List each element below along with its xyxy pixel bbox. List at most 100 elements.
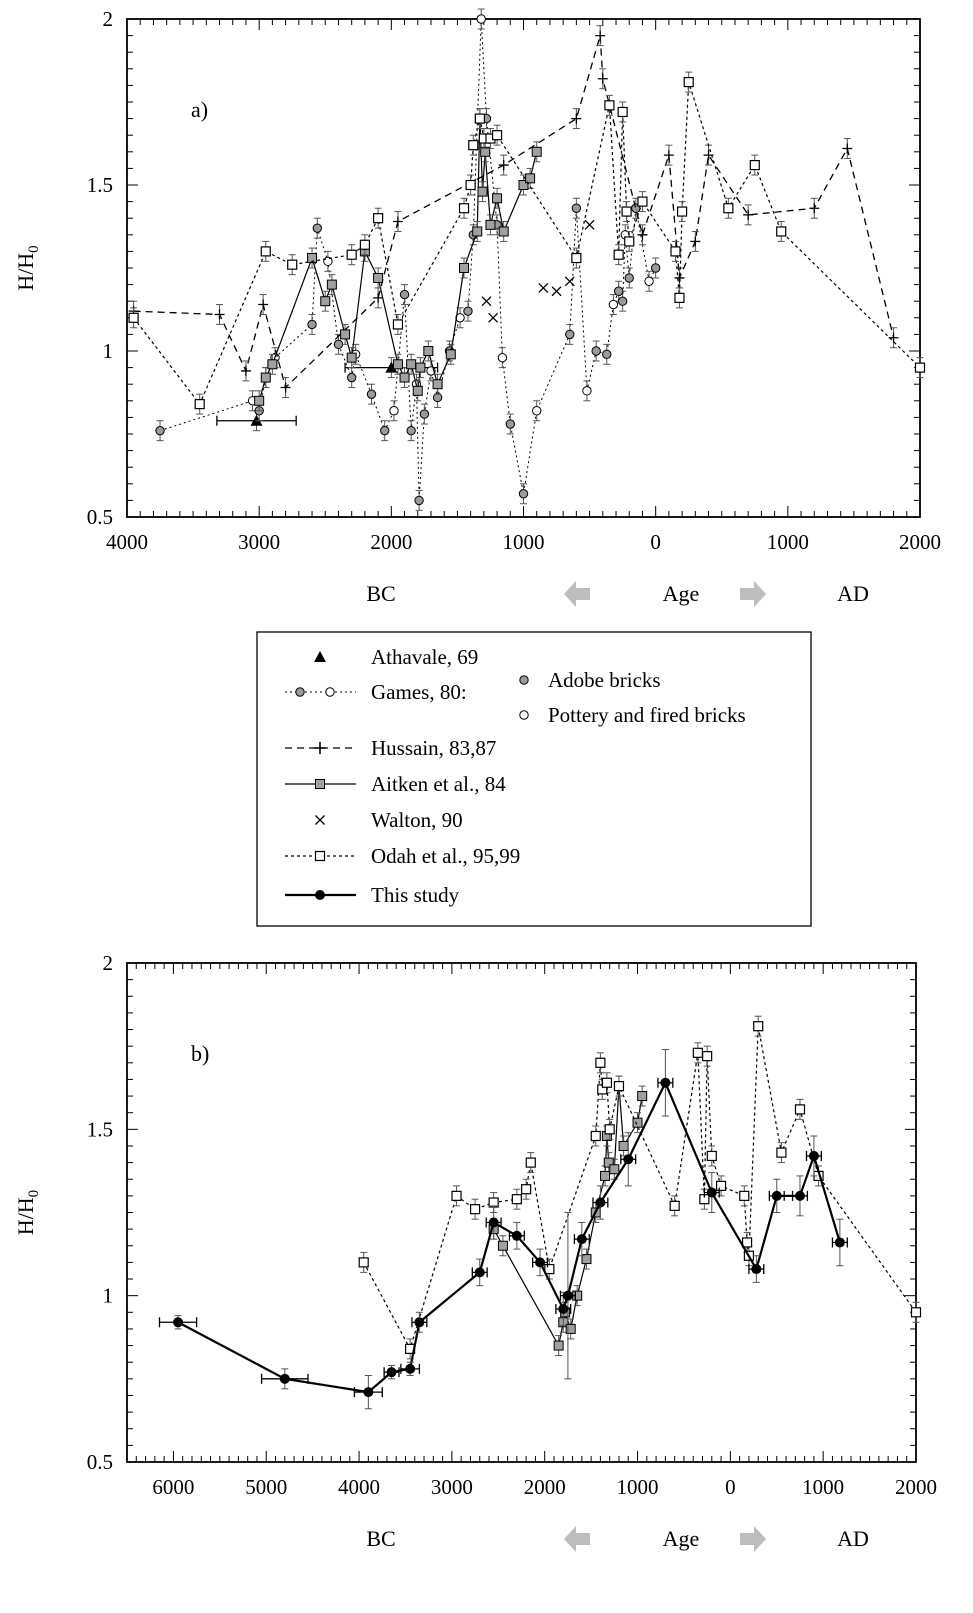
data-point xyxy=(346,352,357,363)
data-point xyxy=(525,173,536,184)
data-point xyxy=(637,196,648,207)
data-point xyxy=(373,213,384,224)
data-point xyxy=(468,140,479,151)
data-point xyxy=(618,1140,629,1151)
data-point xyxy=(445,349,456,360)
data-point xyxy=(488,1217,499,1228)
x-tick-label: 2000 xyxy=(524,1475,566,1499)
data-point xyxy=(669,1200,680,1211)
data-point xyxy=(423,346,434,356)
age-label: Age xyxy=(663,1526,700,1551)
x-tick-label: 1000 xyxy=(503,530,545,554)
legend-sub-item: Pottery and fired bricks xyxy=(519,703,746,727)
legend-label: Games, 80: xyxy=(371,680,467,704)
data-point xyxy=(613,249,624,260)
data-point xyxy=(155,425,165,436)
data-point xyxy=(492,193,503,204)
data-point xyxy=(751,1264,762,1275)
data-point xyxy=(613,1080,625,1092)
x-tick-label: 1000 xyxy=(767,530,809,554)
data-point xyxy=(412,385,423,396)
data-point xyxy=(571,113,582,124)
legend-marker xyxy=(315,815,325,825)
legend-label: Odah et al., 95,99 xyxy=(371,844,520,868)
series-odah xyxy=(358,1015,922,1360)
chart-panel-b: 6000 5000 4000 3000 2000 1000 0 1000 2000 0.5 1 1.5… xyxy=(13,951,937,1552)
x-tick-label: 0 xyxy=(725,1475,736,1499)
ad-label: AD xyxy=(837,1526,869,1551)
data-point xyxy=(565,329,575,340)
left-arrow-icon xyxy=(564,1526,590,1552)
data-point xyxy=(480,146,491,157)
data-point xyxy=(307,319,317,330)
legend-marker xyxy=(315,779,325,789)
data-point xyxy=(753,1021,764,1032)
data-point xyxy=(474,1267,485,1278)
x-tick-label: 1000 xyxy=(802,1475,844,1499)
legend-item: Odah et al., 95,99 xyxy=(285,844,520,868)
data-point xyxy=(771,1190,782,1201)
data-point xyxy=(498,160,509,171)
panel-label: b) xyxy=(191,1041,209,1066)
data-point xyxy=(346,372,357,383)
data-point xyxy=(776,1147,787,1158)
left-arrow-icon xyxy=(564,581,590,607)
data-point xyxy=(326,279,337,290)
data-point xyxy=(794,1104,806,1115)
x-tick-label: 1000 xyxy=(617,1475,659,1499)
chart-panel-a: 4000 3000 2000 1000 0 1000 20000.511.52H/H0a)B… xyxy=(13,7,941,607)
right-arrow-icon xyxy=(740,1526,766,1552)
data-point xyxy=(254,395,265,406)
data-point xyxy=(498,226,509,237)
data-point xyxy=(358,1257,369,1268)
data-point xyxy=(591,346,601,356)
age-label: Age xyxy=(663,581,700,606)
ad-label: AD xyxy=(837,581,869,606)
data-point xyxy=(617,296,628,306)
data-point xyxy=(392,319,404,330)
legend-label: Athavale, 69 xyxy=(371,645,478,669)
data-point xyxy=(794,1190,805,1201)
x-tick-label: 4000 xyxy=(338,1475,380,1499)
data-point xyxy=(406,359,417,370)
panel-label: a) xyxy=(191,97,208,122)
data-point xyxy=(366,389,377,399)
x-tick-label: 2000 xyxy=(370,530,412,554)
data-point xyxy=(505,419,515,429)
data-point xyxy=(706,1150,717,1162)
legend-marker xyxy=(315,890,325,900)
data-point xyxy=(472,226,483,237)
data-point xyxy=(670,246,681,257)
legend-label: Hussain, 83,87 xyxy=(371,736,496,760)
data-point xyxy=(267,359,278,370)
data-point xyxy=(602,349,612,360)
data-point xyxy=(741,1237,753,1248)
y-tick-label: 0.5 xyxy=(87,1450,113,1474)
data-point xyxy=(683,76,694,88)
y-tick-label: 1 xyxy=(103,1284,114,1308)
data-point xyxy=(511,1194,522,1205)
data-point xyxy=(128,312,139,323)
data-point xyxy=(463,306,473,316)
data-point xyxy=(749,159,760,171)
data-point xyxy=(414,1317,425,1328)
legend-sub-label: Adobe bricks xyxy=(548,668,661,692)
data-point xyxy=(690,236,701,247)
x-tick-label: 2000 xyxy=(895,1475,937,1499)
y-axis-label: H/H0 xyxy=(13,245,42,290)
series-odah xyxy=(128,71,926,415)
y-axis-label-main: H/H xyxy=(13,253,38,291)
data-point xyxy=(307,253,318,264)
legend-label: This study xyxy=(371,883,460,907)
data-point xyxy=(565,1323,576,1334)
y-tick-label: 1.5 xyxy=(87,1117,113,1141)
data-point xyxy=(663,150,674,161)
data-point xyxy=(553,1340,564,1351)
data-point xyxy=(458,203,470,214)
data-point xyxy=(419,409,430,419)
data-point xyxy=(538,282,549,293)
data-point xyxy=(320,296,331,307)
data-point xyxy=(389,406,399,416)
data-point xyxy=(392,216,403,227)
data-point xyxy=(571,203,582,213)
